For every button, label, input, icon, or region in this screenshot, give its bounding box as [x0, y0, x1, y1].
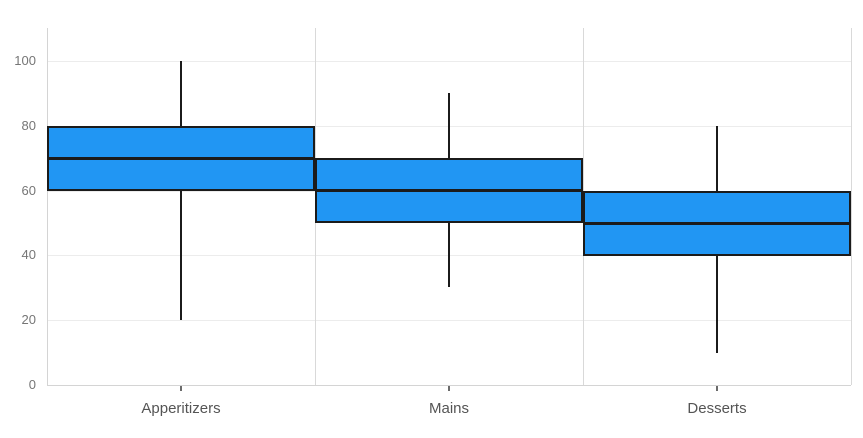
boxplot-box[interactable]: [583, 191, 851, 256]
y-axis-tick-label: 0: [28, 377, 36, 392]
x-axis-tick: [716, 386, 718, 391]
boxplot-box[interactable]: [47, 126, 315, 191]
y-axis-tick-label: 100: [14, 53, 36, 68]
x-axis-tick: [448, 386, 450, 391]
gridline-horizontal: [47, 385, 851, 386]
gridline-horizontal: [47, 320, 851, 321]
x-axis-label: Mains: [428, 400, 469, 417]
y-axis-tick-label: 40: [21, 247, 36, 262]
boxplot-median-line: [317, 189, 581, 192]
boxplot-box[interactable]: [315, 158, 583, 223]
boxplot-median-line: [585, 222, 849, 225]
gridline-horizontal: [47, 61, 851, 62]
y-axis-tick-label: 20: [21, 312, 36, 327]
y-axis-tick-label: 60: [21, 183, 36, 198]
y-axis-tick-label: 80: [21, 118, 36, 133]
x-axis-tick: [180, 386, 182, 391]
boxplot-median-line: [49, 157, 313, 160]
gridline-vertical: [851, 28, 852, 385]
y-axis-line: [47, 28, 48, 385]
x-axis-label: Apperitizers: [141, 400, 221, 417]
x-axis-label: Desserts: [687, 400, 747, 417]
